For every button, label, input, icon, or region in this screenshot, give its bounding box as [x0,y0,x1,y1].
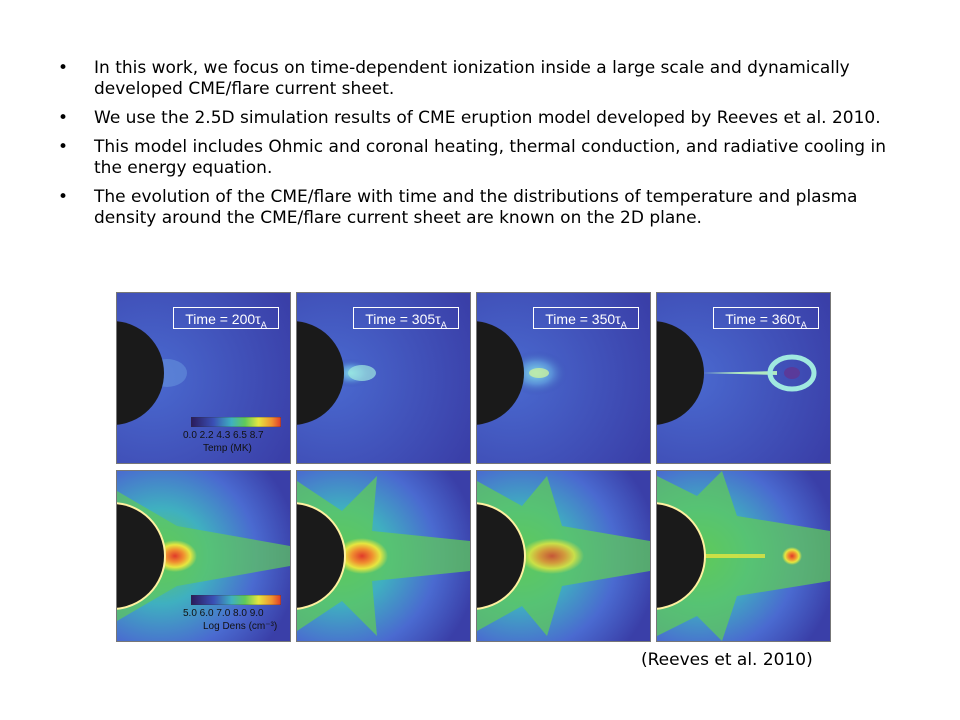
bullet-text: The evolution of the CME/flare with time… [94,187,858,228]
bullet-list: • In this work, we focus on time-dependen… [58,58,918,237]
bullet-item: • In this work, we focus on time-dependen… [58,58,918,100]
bullet-dot: • [58,58,69,78]
bullet-text: We use the 2.5D simulation results of CM… [94,108,881,128]
bullet-text: In this work, we focus on time-dependent… [94,58,850,99]
time-label: Time = 305τA [353,307,459,330]
bullet-item: • This model includes Ohmic and coronal h… [58,137,918,179]
bullet-dot: • [58,137,69,157]
bullet-text: This model includes Ohmic and coronal he… [94,137,887,178]
dens-panel-350 [476,470,651,642]
bullet-item: • We use the 2.5D simulation results of C… [58,108,918,129]
sun-disk [117,321,164,425]
temp-colorbar-ticks: 0.0 2.2 4.3 6.5 8.7 [183,430,264,441]
temp-panel-200: Time = 200τA 0.0 2.2 4.3 6.5 8.7 Temp (M… [116,292,291,464]
time-label: Time = 360τA [713,307,819,330]
dens-colorbar-label: Log Dens (cm⁻³) [203,621,278,632]
simulation-figure: Time = 200τA 0.0 2.2 4.3 6.5 8.7 Temp (M… [116,292,831,642]
dens-colorbar [191,595,281,605]
temp-panel-360: Time = 360τA [656,292,831,464]
bullet-dot: • [58,108,69,128]
dens-panel-305 [296,470,471,642]
figure-citation: (Reeves et al. 2010) [641,650,813,670]
time-label: Time = 350τA [533,307,639,330]
temp-panel-305: Time = 305τA [296,292,471,464]
temp-panel-350: Time = 350τA [476,292,651,464]
time-label: Time = 200τA [173,307,279,330]
dens-colorbar-ticks: 5.0 6.0 7.0 8.0 9.0 [183,608,264,619]
dens-panel-200: 5.0 6.0 7.0 8.0 9.0 Log Dens (cm⁻³) [116,470,291,642]
bullet-dot: • [58,187,69,207]
temp-colorbar-label: Temp (MK) [203,443,252,454]
dens-panel-360 [656,470,831,642]
temp-colorbar [191,417,281,427]
bullet-item: • The evolution of the CME/flare with tim… [58,187,918,229]
